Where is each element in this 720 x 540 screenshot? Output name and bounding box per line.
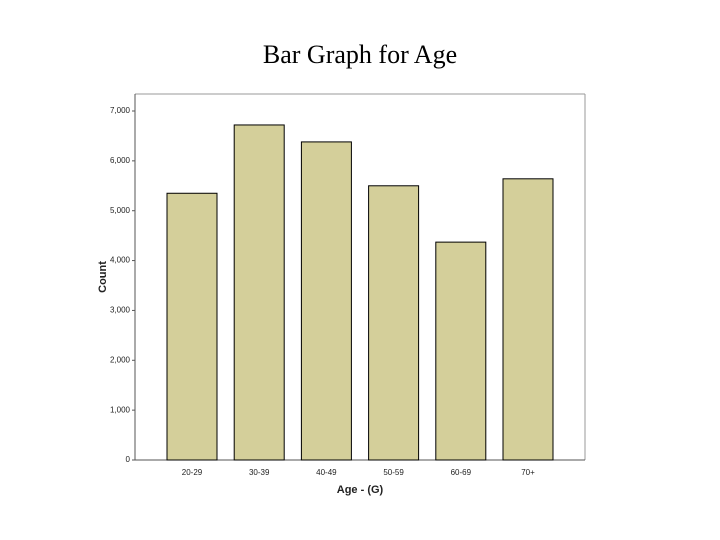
x-tick-label: 70+ bbox=[521, 468, 535, 477]
x-tick-label: 30-39 bbox=[249, 468, 270, 477]
y-tick-label: 0 bbox=[126, 455, 131, 464]
y-tick-label: 4,000 bbox=[110, 256, 131, 265]
y-tick-label: 1,000 bbox=[110, 405, 131, 414]
y-tick-label: 6,000 bbox=[110, 156, 131, 165]
x-tick-label: 40-49 bbox=[316, 468, 337, 477]
x-tick-label: 20-29 bbox=[182, 468, 203, 477]
chart-title: Bar Graph for Age bbox=[263, 40, 457, 69]
bar bbox=[300, 141, 352, 461]
y-tick-label: 2,000 bbox=[110, 355, 131, 364]
bar bbox=[502, 178, 554, 461]
y-tick-label: 7,000 bbox=[110, 106, 131, 115]
bar bbox=[368, 185, 420, 461]
bar bbox=[233, 124, 285, 461]
bar bbox=[435, 241, 487, 461]
x-axis-title: Age - (G) bbox=[337, 484, 384, 496]
y-tick-label: 5,000 bbox=[110, 206, 131, 215]
y-axis-title: Count bbox=[97, 261, 109, 293]
y-tick-label: 3,000 bbox=[110, 306, 131, 315]
x-tick-label: 60-69 bbox=[451, 468, 472, 477]
x-tick-label: 50-59 bbox=[383, 468, 404, 477]
bar bbox=[166, 192, 218, 461]
